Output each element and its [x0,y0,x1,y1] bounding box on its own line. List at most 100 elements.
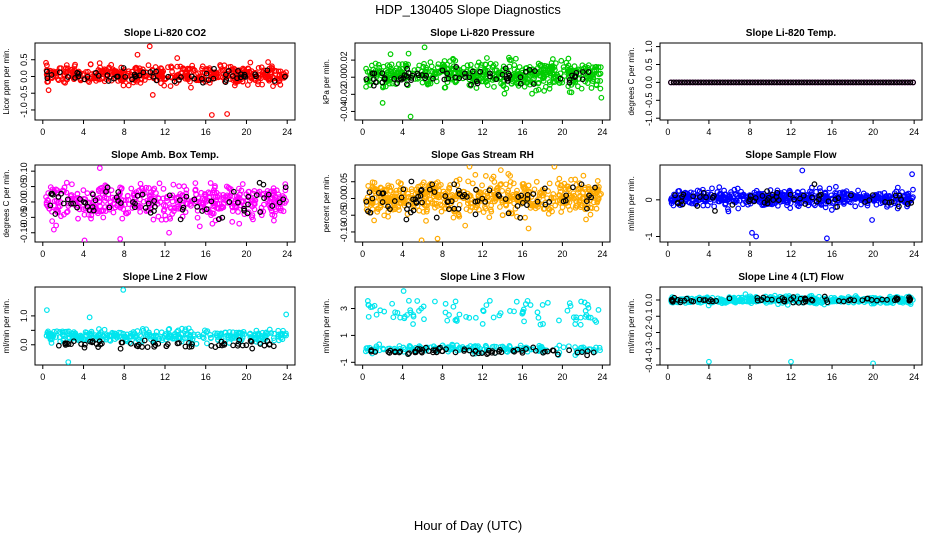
slope-point [43,194,49,200]
reference-point [140,69,147,76]
slope-point [226,329,233,335]
slope-point [587,211,594,218]
slope-point [731,186,738,193]
reference-point [264,67,271,74]
reference-point [542,201,549,208]
slope-point [97,185,104,192]
slope-point [250,216,256,223]
data-points [43,287,290,365]
chart-panel: Slope Li-820 Pressure kPa per min. 0 4 8 12 16… [322,28,611,137]
slope-point [225,334,232,341]
slope-point [402,60,409,67]
reference-point [221,341,228,348]
slope-point [488,202,495,209]
y-tick-label: -1.0 [644,110,654,126]
reference-point [515,194,522,200]
slope-point [714,189,721,195]
slope-point [493,67,500,74]
reference-point [896,203,902,210]
reference-point [749,79,756,86]
slope-point [223,183,230,190]
slope-point [385,182,392,189]
slope-point [787,200,794,207]
slope-point [512,55,519,62]
slope-point [405,297,412,304]
x-tick-label: 12 [477,249,487,259]
reference-point [904,200,911,207]
slope-point [363,345,370,352]
outlier-point [379,99,386,106]
slope-point [527,302,534,308]
reference-point [147,209,154,216]
outlier-point [466,165,473,170]
reference-point [225,68,232,74]
slope-point [371,179,378,186]
reference-point [517,214,524,221]
reference-point [523,202,530,208]
y-tick-label: 0.0 [644,294,654,307]
reference-point [776,79,783,86]
reference-point [782,79,789,86]
slope-point [69,181,75,188]
slope-point [407,307,414,314]
slope-point [891,198,898,205]
reference-point [404,65,411,72]
reference-point [165,73,172,80]
slope-point [503,202,510,208]
reference-point [859,297,866,304]
reference-point [518,192,525,199]
x-tick-label: 16 [827,127,837,137]
slope-point [420,303,427,310]
reference-point [253,73,259,80]
reference-point [379,199,386,205]
slope-point [534,203,541,210]
slope-point [128,185,135,192]
slope-point [565,83,572,90]
outlier-point [706,358,712,365]
reference-point [406,350,413,357]
reference-point [703,79,710,86]
reference-point [584,348,591,355]
slope-point [578,298,585,305]
reference-point [473,186,479,193]
slope-point [129,205,136,211]
slope-point [787,205,794,211]
slope-point [62,79,68,86]
reference-point [381,75,388,81]
reference-point [413,200,420,206]
slope-point [841,191,847,198]
reference-point [902,79,908,86]
slope-point [491,83,497,90]
slope-point [209,220,216,227]
reference-point [191,196,198,203]
reference-point [834,79,840,86]
x-tick-label: 0 [40,372,45,382]
reference-point [806,79,813,86]
slope-point [556,342,563,349]
slope-point [137,180,144,187]
slope-point [204,328,211,335]
reference-point [52,211,59,217]
reference-point [474,198,481,205]
slope-point [189,62,196,69]
reference-point [372,79,379,86]
slope-point [537,62,544,69]
slope-point [137,203,144,210]
slope-point [211,184,218,191]
slope-point [174,328,180,335]
slope-point [499,187,506,194]
y-tick-label: -1.0 [19,102,29,118]
slope-point [732,297,738,304]
slope-point [508,195,515,201]
reference-point [256,179,263,186]
outlier-point [799,167,806,174]
slope-point [282,181,289,188]
reference-point [566,79,573,86]
reference-point [98,340,105,347]
x-tick-label: 4 [81,127,86,137]
outlier-point [824,235,830,242]
chart-title: Slope Line 3 Flow [440,272,525,283]
slope-point [466,314,473,321]
reference-point [398,76,405,83]
reference-point [808,296,815,303]
